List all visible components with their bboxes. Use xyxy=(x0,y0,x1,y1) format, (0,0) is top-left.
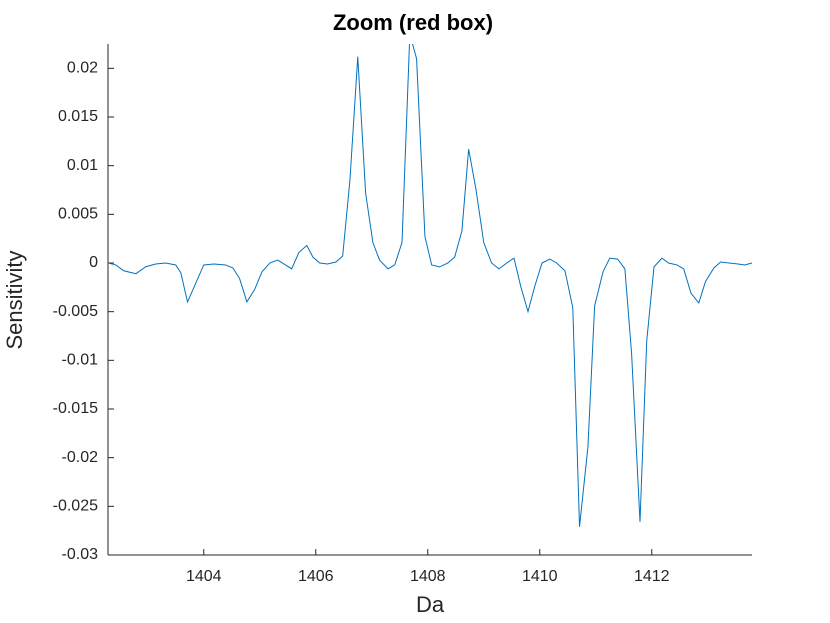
y-tick-label: 0.01 xyxy=(67,157,98,174)
x-tick-label: 1406 xyxy=(298,568,334,585)
x-tick-label: 1410 xyxy=(522,568,558,585)
y-tick-label: -0.02 xyxy=(62,449,99,466)
y-tick-label: -0.005 xyxy=(53,303,98,320)
x-tick-label: 1404 xyxy=(186,568,222,585)
data-line xyxy=(108,44,752,527)
y-tick-label: 0.02 xyxy=(67,60,98,77)
chart-title: Zoom (red box) xyxy=(333,10,493,35)
y-axis-label: Sensitivity xyxy=(2,250,27,349)
y-tick-label: 0.005 xyxy=(58,206,98,223)
x-tick-label: 1412 xyxy=(634,568,670,585)
y-tick-label: -0.01 xyxy=(62,352,99,369)
y-tick-label: 0 xyxy=(89,254,98,271)
y-tick-label: -0.025 xyxy=(53,498,98,515)
x-tick-label: 1408 xyxy=(410,568,446,585)
x-axis-label: Da xyxy=(416,592,445,617)
y-tick-label: -0.015 xyxy=(53,400,98,417)
y-tick-label: -0.03 xyxy=(62,546,99,563)
y-tick-label: 0.015 xyxy=(58,108,98,125)
